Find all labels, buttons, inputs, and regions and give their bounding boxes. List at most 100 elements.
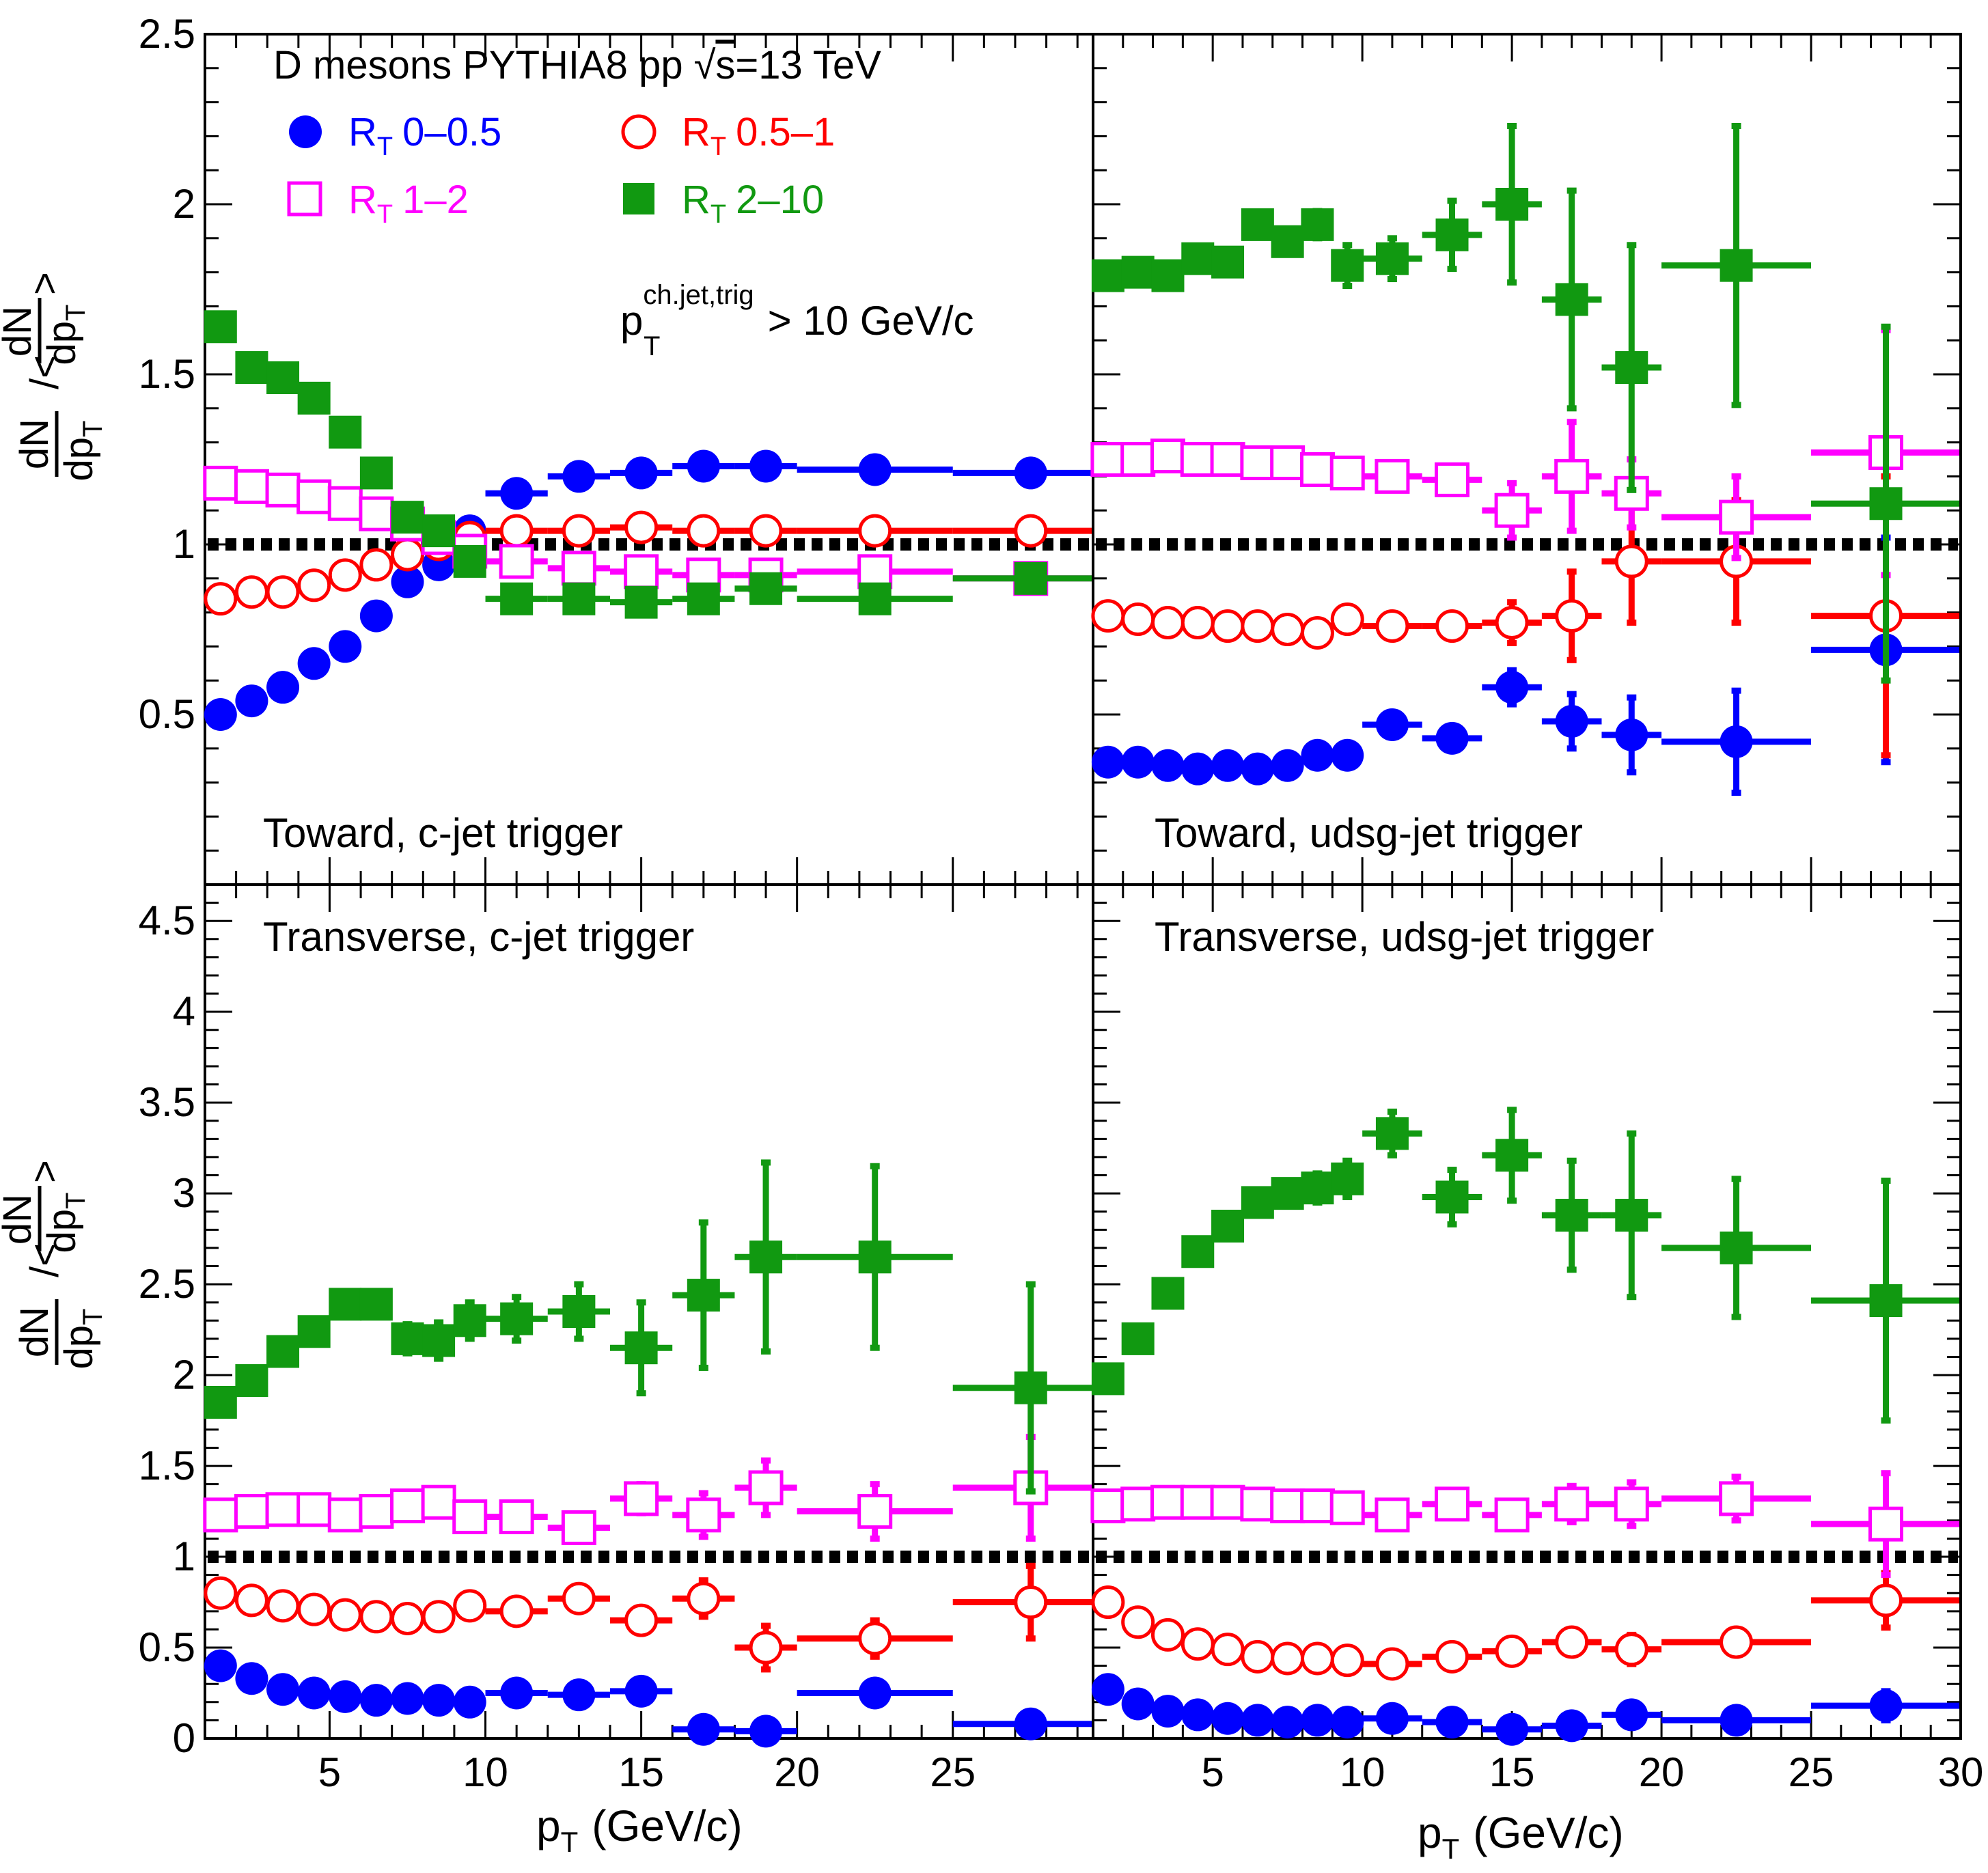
svg-text:dpT: dpT bbox=[40, 1193, 91, 1253]
data-point bbox=[1555, 283, 1588, 316]
data-point bbox=[1241, 1186, 1274, 1219]
data-point bbox=[1300, 615, 1334, 650]
data-point bbox=[1180, 442, 1215, 477]
data-point bbox=[297, 1676, 331, 1710]
data-point bbox=[1299, 1488, 1335, 1524]
data-point bbox=[1120, 442, 1156, 477]
data-point bbox=[234, 575, 268, 609]
data-point bbox=[359, 1288, 393, 1321]
data-point bbox=[1181, 606, 1215, 640]
svg-text:>: > bbox=[23, 272, 67, 295]
data-point bbox=[687, 582, 720, 615]
series-r-t-1-2 bbox=[1090, 327, 1959, 579]
data-point bbox=[1151, 749, 1185, 782]
data-point bbox=[1375, 1702, 1409, 1735]
data-point bbox=[1270, 1488, 1306, 1524]
y-tick-label: 1.5 bbox=[139, 1443, 195, 1488]
series-r-t-2-10 bbox=[204, 1159, 1092, 1495]
data-point bbox=[1014, 1371, 1047, 1404]
x-tick-label: 10 bbox=[463, 1749, 508, 1795]
data-point bbox=[1869, 1284, 1903, 1318]
data-point bbox=[1014, 1707, 1047, 1740]
svg-text:dN: dN bbox=[12, 1307, 57, 1357]
data-point bbox=[297, 568, 331, 602]
data-point bbox=[266, 671, 300, 704]
data-point bbox=[1151, 259, 1185, 292]
x-axis-title-left: pT (GeV/c) bbox=[536, 1801, 743, 1858]
trigger-subscript: T bbox=[644, 331, 660, 361]
series-r-t-1-2 bbox=[1090, 1470, 1959, 1579]
data-point bbox=[1375, 1117, 1409, 1150]
data-point bbox=[1151, 1695, 1185, 1728]
y-tick-label: 3.5 bbox=[139, 1079, 195, 1125]
data-point bbox=[499, 514, 534, 548]
data-point bbox=[204, 1385, 237, 1419]
panel-frame bbox=[1092, 883, 1962, 1740]
data-point bbox=[562, 582, 596, 615]
data-point bbox=[359, 456, 393, 490]
data-point bbox=[749, 514, 783, 548]
data-point bbox=[858, 514, 892, 548]
data-point bbox=[453, 1304, 486, 1337]
data-point bbox=[327, 1497, 363, 1533]
data-point bbox=[1301, 738, 1334, 772]
panel-label: Transverse, c-jet trigger bbox=[263, 914, 694, 960]
data-point bbox=[1720, 1231, 1753, 1264]
legend-marker-rt-0-05 bbox=[289, 115, 322, 148]
data-point bbox=[1495, 1139, 1529, 1172]
data-point bbox=[297, 1592, 331, 1626]
data-point bbox=[329, 415, 362, 449]
series-r-t-0-0-5 bbox=[204, 1649, 1092, 1748]
y-tick-label: 0 bbox=[173, 1715, 195, 1761]
data-point bbox=[1181, 242, 1215, 275]
data-point bbox=[297, 1315, 331, 1348]
data-point bbox=[1210, 442, 1245, 477]
data-point bbox=[749, 1631, 783, 1665]
data-point bbox=[1495, 188, 1529, 221]
data-point bbox=[204, 1576, 238, 1610]
data-point bbox=[624, 554, 659, 589]
data-point bbox=[1210, 1484, 1245, 1520]
data-point bbox=[1330, 1643, 1364, 1678]
panel-label: Transverse, udsg-jet trigger bbox=[1155, 914, 1654, 960]
data-point bbox=[1435, 1706, 1469, 1739]
data-point bbox=[421, 1484, 456, 1520]
data-point bbox=[858, 1622, 892, 1656]
data-point bbox=[1150, 439, 1185, 474]
x-tick-label: 15 bbox=[1489, 1749, 1535, 1795]
data-point bbox=[453, 1589, 487, 1623]
series-r-t-0-0-5 bbox=[204, 449, 1092, 731]
data-point bbox=[328, 1598, 362, 1632]
data-point bbox=[234, 469, 269, 504]
series-r-t-0-5-1 bbox=[1091, 1570, 1959, 1681]
legend-label-rt-0-05: RT 0–0.5 bbox=[348, 110, 501, 161]
data-point bbox=[1555, 599, 1589, 633]
panel-bottom-left: 0 0.5 1 1.5 2 2.5 3 3.5 4 4.5 5 10 15 20 25 Transverse,… bbox=[139, 883, 1094, 1795]
panel-top-left: 0.5 1 1.5 2 2.5 Toward, c-jet trigger bbox=[139, 11, 1094, 886]
data-point bbox=[1090, 442, 1126, 477]
data-point bbox=[561, 551, 596, 586]
data-point bbox=[1211, 1702, 1245, 1735]
x-tick-label: 20 bbox=[774, 1749, 820, 1795]
data-point bbox=[1555, 1625, 1589, 1659]
data-point bbox=[1495, 671, 1529, 704]
data-point bbox=[1271, 1177, 1304, 1210]
data-point bbox=[1555, 1709, 1588, 1743]
data-point bbox=[1329, 455, 1365, 490]
data-point bbox=[328, 558, 362, 592]
data-point bbox=[1300, 1641, 1334, 1676]
data-point bbox=[359, 1600, 394, 1634]
data-point bbox=[1869, 487, 1903, 521]
data-point bbox=[1211, 1210, 1245, 1243]
data-point bbox=[624, 1331, 658, 1365]
data-point bbox=[359, 599, 393, 633]
data-point bbox=[1614, 1633, 1648, 1667]
series-r-t-2-10 bbox=[204, 310, 1092, 619]
chart-title: D mesons PYTHIA8 pp √s=13 TeV bbox=[273, 43, 881, 87]
data-point bbox=[266, 575, 300, 609]
data-point bbox=[453, 1685, 486, 1719]
data-point bbox=[422, 514, 456, 548]
data-point bbox=[1091, 1362, 1124, 1396]
y-tick-label: 2 bbox=[173, 1352, 195, 1398]
data-point bbox=[687, 449, 720, 483]
